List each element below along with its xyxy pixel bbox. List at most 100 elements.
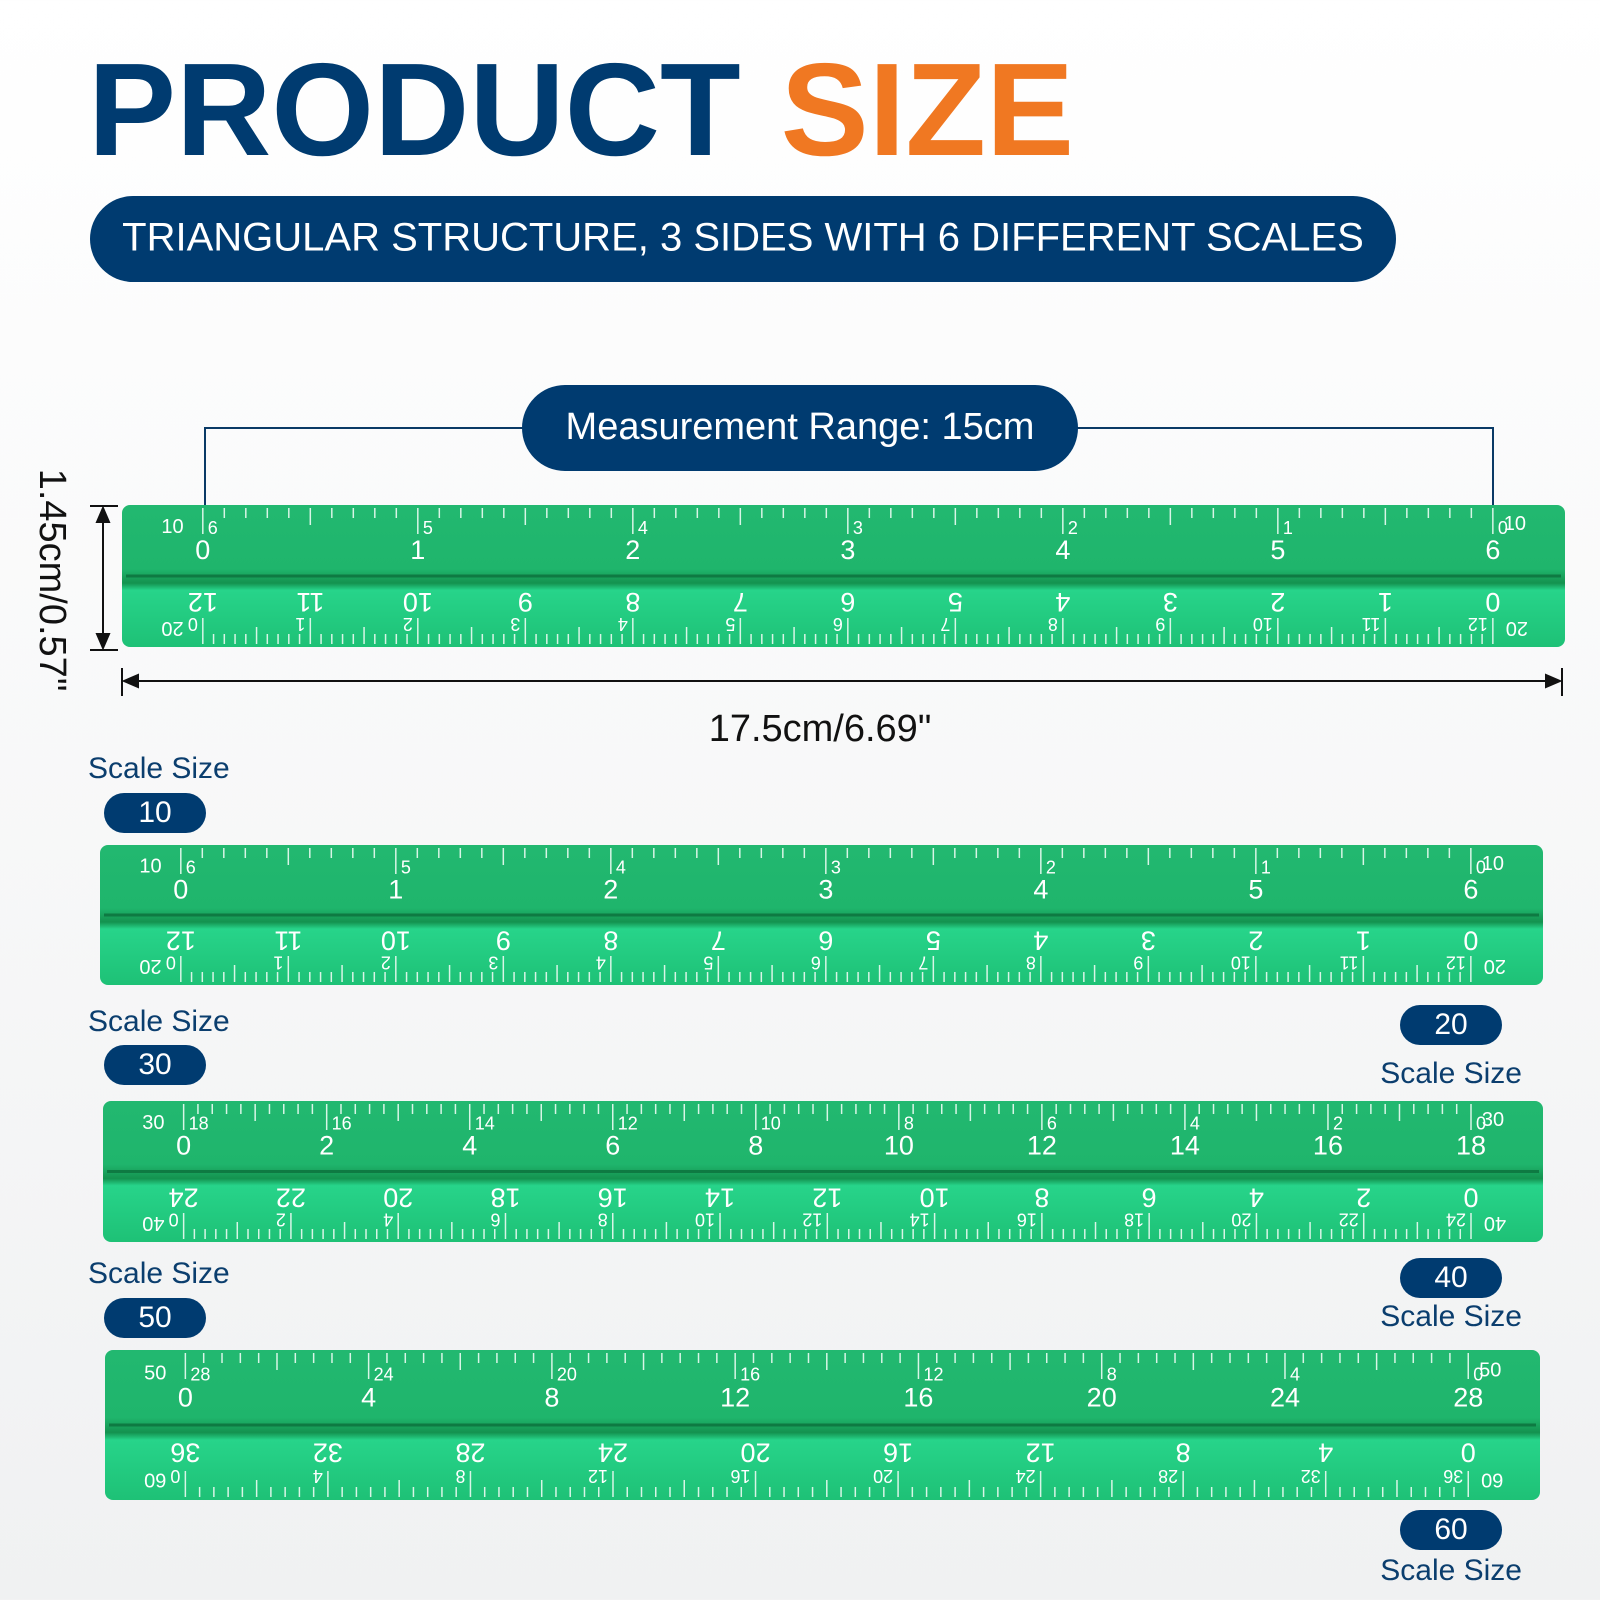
scale-number: 5	[1270, 535, 1285, 565]
range-pill	[522, 385, 1078, 471]
scale-number: 10	[1253, 614, 1273, 634]
scale-number: 18	[1124, 1209, 1144, 1229]
scale-number: 0	[1463, 926, 1478, 956]
scale-number: 4	[462, 1131, 477, 1161]
ruler: 0 1 2 3 4 5 66 5 4 3 2 1 012 11 10 9 8 7 6 5 4 3 2 1 00 1 2 3 4 5 6 7 8 9…	[100, 845, 1543, 985]
scale-number: 4	[616, 858, 626, 878]
scale-number: 4	[1249, 1182, 1264, 1212]
scale-number: 10	[761, 1114, 781, 1134]
scale-value: 40	[1434, 1261, 1467, 1294]
scale-number: 6	[208, 518, 218, 538]
scale-number: 8	[598, 1209, 608, 1229]
scale-number: 24	[1270, 1383, 1300, 1413]
scale-number: 16	[332, 1114, 352, 1134]
scale-number: 5	[703, 952, 713, 972]
scale-value: 50	[138, 1301, 171, 1334]
scale-number: 8	[455, 1466, 465, 1486]
scale-number: 2	[276, 1209, 286, 1229]
end-label: 10	[1504, 513, 1526, 535]
scale-number: 1	[273, 952, 283, 972]
scale-number: 6	[1142, 1182, 1157, 1212]
scale-number: 3	[1163, 587, 1178, 617]
scale-number: 20	[383, 1182, 413, 1212]
end-label: 10	[161, 516, 183, 538]
end-label: 20	[1484, 955, 1506, 977]
length-label: 17.5cm/6.69"	[709, 708, 932, 750]
scale-number: 14	[475, 1114, 495, 1134]
scale-number: 1	[1378, 587, 1393, 617]
scale-number: 10	[695, 1209, 715, 1229]
scale-caption: Scale Size	[88, 1257, 230, 1290]
scale-number: 7	[733, 587, 748, 617]
scale-number: 10	[1231, 952, 1251, 972]
scale-number: 12	[618, 1114, 638, 1134]
scale-number: 2	[1270, 587, 1285, 617]
scale-number: 4	[1055, 587, 1070, 617]
scale-number: 0	[1476, 1114, 1486, 1134]
scale-number: 4	[383, 1209, 393, 1229]
scale-number: 24	[1446, 1209, 1466, 1229]
scale-number: 12	[1026, 1437, 1056, 1467]
scale-number: 10	[381, 926, 411, 956]
scale-number: 22	[276, 1182, 306, 1212]
scale-number: 7	[940, 614, 950, 634]
end-label: 20	[1506, 617, 1528, 639]
height-label: 1.45cm/0.57"	[31, 469, 73, 692]
scale-number: 8	[1048, 614, 1058, 634]
scale-number: 8	[748, 1131, 763, 1161]
scale-number: 0	[1463, 1182, 1478, 1212]
scale-badge	[1400, 1005, 1502, 1045]
scale-number: 8	[544, 1383, 559, 1413]
scale-number: 12	[1468, 614, 1488, 634]
scale-number: 0	[178, 1383, 193, 1413]
scale-number: 0	[1461, 1437, 1476, 1467]
end-label: 50	[144, 1362, 166, 1384]
scale-number: 8	[1176, 1437, 1191, 1467]
scale-number: 16	[1313, 1131, 1343, 1161]
scale-number: 2	[1068, 518, 1078, 538]
scale-badge	[1400, 1258, 1502, 1298]
scale-number: 14	[1170, 1131, 1200, 1161]
end-label: 50	[1479, 1359, 1501, 1381]
scale-number: 10	[884, 1131, 914, 1161]
end-label: 40	[1484, 1212, 1506, 1234]
subtitle: TRIANGULAR STRUCTURE, 3 SIDES WITH 6 DIF…	[122, 216, 1364, 260]
scale-number: 4	[1055, 535, 1070, 565]
scale-number: 5	[725, 614, 735, 634]
scale-number: 4	[313, 1466, 323, 1486]
scale-number: 10	[403, 587, 433, 617]
end-label: 60	[144, 1469, 166, 1491]
scale-value: 30	[138, 1048, 171, 1081]
scale-number: 0	[169, 1209, 179, 1229]
scale-number: 32	[313, 1437, 343, 1467]
end-label: 10	[139, 856, 161, 878]
scale-number: 32	[1301, 1466, 1321, 1486]
scale-number: 11	[1340, 952, 1359, 972]
subtitle-pill	[90, 196, 1396, 282]
scale-number: 1	[1261, 858, 1271, 878]
scale-number: 2	[381, 952, 391, 972]
scale-number: 18	[1456, 1131, 1486, 1161]
scale-caption: Scale Size	[1380, 1300, 1522, 1333]
scale-number: 6	[1047, 1114, 1057, 1134]
scale-number: 12	[588, 1466, 608, 1486]
scale-number: 16	[740, 1364, 760, 1384]
scale-number: 12	[720, 1383, 750, 1413]
scale-number: 4	[361, 1383, 376, 1413]
scale-number: 12	[166, 926, 196, 956]
scale-number: 22	[1339, 1209, 1359, 1229]
scale-number: 0	[170, 1466, 180, 1486]
scale-number: 2	[1333, 1114, 1343, 1134]
scale-number: 8	[904, 1114, 914, 1134]
scale-number: 1	[295, 614, 305, 634]
scale-number: 3	[488, 952, 498, 972]
title-part: PRODUCT	[88, 36, 741, 183]
range-label: Measurement Range: 15cm	[566, 406, 1035, 448]
scale-number: 28	[455, 1437, 485, 1467]
height-arrow	[90, 505, 118, 651]
scale-number: 4	[1033, 926, 1048, 956]
scale-number: 3	[1141, 926, 1156, 956]
scale-number: 9	[496, 926, 511, 956]
